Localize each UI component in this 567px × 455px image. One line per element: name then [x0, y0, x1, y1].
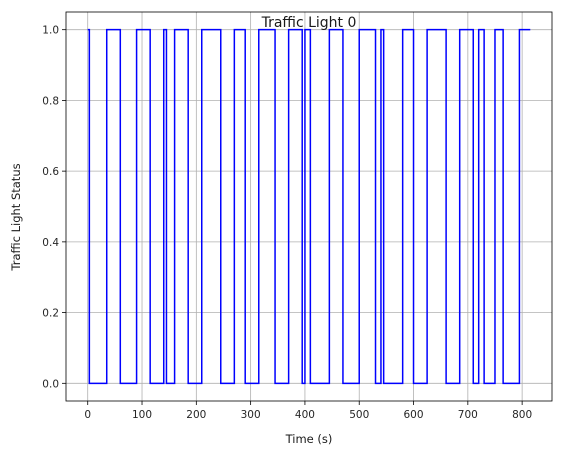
y-tick-label: 0.4 — [42, 237, 59, 249]
y-tick-label: 0.2 — [42, 308, 59, 320]
x-axis-label: Time (s) — [285, 432, 333, 446]
x-tick-label: 300 — [241, 409, 261, 421]
y-tick-label: 0.0 — [42, 378, 59, 390]
x-tick-label: 600 — [404, 409, 424, 421]
x-tick-label: 800 — [512, 409, 532, 421]
x-tick-layer: 0 100 200 300 400 500 600 700 800 — [84, 401, 532, 421]
series-layer — [87, 28, 531, 385]
y-tick-label: 0.8 — [42, 95, 59, 107]
x-tick-label: 500 — [349, 409, 369, 421]
x-tick-label: 200 — [186, 409, 206, 421]
y-tick-layer: 0.0 0.2 0.4 0.6 0.8 1.0 — [42, 25, 66, 390]
chart-title: Traffic Light 0 — [261, 15, 357, 31]
plot-frame — [65, 11, 553, 402]
x-tick-label: 100 — [132, 409, 152, 421]
x-tick-label: 400 — [295, 409, 315, 421]
x-tick-label: 0 — [84, 409, 91, 421]
x-tick-label: 700 — [458, 409, 478, 421]
status-series-line — [87, 28, 531, 385]
y-axis-label: Traffic Light Status — [9, 163, 23, 271]
y-tick-label: 0.6 — [42, 166, 59, 178]
y-tick-label: 1.0 — [42, 25, 59, 37]
